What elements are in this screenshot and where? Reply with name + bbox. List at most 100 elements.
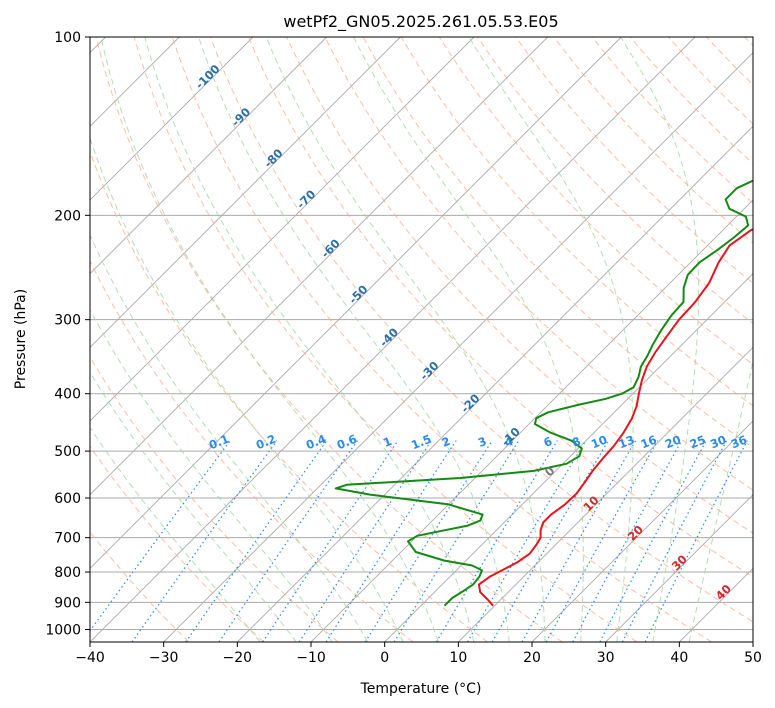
mixing-ratio-line: [298, 440, 432, 642]
mixing-ratio-label: 13: [616, 432, 636, 451]
dry-adiabat: [706, 37, 753, 86]
dry-adiabat: [90, 445, 264, 642]
isotherm-line: [605, 494, 753, 642]
mixing-ratio-line: [644, 440, 748, 642]
mixing-ratio-line: [545, 440, 659, 642]
isotherm-line: [679, 567, 753, 642]
mixing-ratio-line: [131, 440, 278, 642]
isotherm-label: -40: [377, 325, 402, 350]
isotherm-label: -100: [192, 62, 222, 92]
y-tick-label: 100: [54, 30, 81, 46]
isotherm-line: [90, 37, 254, 201]
mixing-ratio-line: [185, 440, 328, 642]
mixing-ratio-label: 25: [688, 432, 708, 451]
chart-title: wetPf2_GN05.2025.261.05.53.E05: [283, 12, 558, 32]
isotherm-line: [458, 346, 753, 642]
mixing-ratio-line: [262, 440, 399, 642]
dry-adiabat: [210, 37, 753, 623]
isotherm-label: -70: [294, 187, 319, 212]
isotherm-line: [90, 37, 622, 569]
mixing-ratio-label: 0.4: [304, 432, 328, 453]
y-tick-label: 400: [54, 387, 81, 403]
x-tick-label: −10: [296, 650, 326, 666]
isotherm-label: 10: [580, 493, 601, 514]
y-tick-label: 900: [54, 595, 81, 611]
isotherm-line: [531, 420, 753, 642]
mixing-ratio-label: 20: [663, 432, 683, 451]
isotherm-label: -60: [318, 236, 343, 261]
gridlines: [90, 37, 753, 642]
mixing-ratio-label: 0.6: [335, 432, 359, 453]
dry-adiabat: [553, 37, 753, 244]
dry-adiabat: [90, 150, 488, 642]
moist-adiabat: [144, 37, 475, 642]
mixing-ratio-label: 2: [440, 434, 453, 450]
x-tick-label: −30: [149, 650, 179, 666]
moist-adiabat: [100, 37, 439, 642]
mixing-ratio-label: 0.2: [254, 432, 278, 453]
moist-adiabat: [265, 37, 546, 642]
mixing-ratio-line: [90, 440, 231, 632]
dry-adiabat: [324, 37, 753, 491]
x-axis-title: Temperature (°C): [360, 681, 482, 697]
x-tick-label: 30: [597, 650, 615, 666]
mixing-ratio-line: [393, 440, 520, 642]
moist-adiabat: [90, 426, 261, 642]
isotherm-label: -30: [417, 358, 442, 383]
moist-adiabat: [468, 37, 634, 642]
dewpoint-line: [334, 179, 753, 607]
moist-adiabat: [688, 358, 753, 642]
mixing-ratio-line: [599, 440, 707, 642]
isotherm-label: -20: [458, 391, 483, 416]
isotherm-line: [752, 641, 753, 642]
mixing-ratio-line: [364, 440, 493, 642]
dry-adiabat: [438, 37, 753, 366]
isotherm-label: -80: [261, 146, 286, 171]
mixing-ratio-label: 8: [570, 434, 583, 450]
dry-adiabat: [668, 37, 753, 125]
mixing-ratio-line: [621, 440, 728, 642]
dry-adiabat: [133, 37, 638, 642]
x-tick-label: 0: [380, 650, 389, 666]
dry-adiabat: [90, 259, 414, 642]
dry-adiabat: [362, 37, 753, 449]
mixing-ratio-label: 16: [639, 432, 659, 451]
mixing-ratio-line: [435, 440, 558, 642]
mixing-ratio-line: [466, 440, 587, 642]
dry-adiabat: [591, 37, 753, 204]
axis-ticks: −40 −30 −20 −10 0 10 20 30 40 5010020030040050060…: [45, 30, 762, 666]
y-tick-label: 800: [54, 565, 81, 581]
isotherm-line: [90, 37, 475, 422]
mixing-ratio-label: 3: [476, 434, 489, 450]
isotherm-line: [90, 37, 696, 642]
temperature-line: [477, 228, 753, 607]
y-tick-label: 500: [54, 444, 81, 460]
x-tick-label: 20: [523, 650, 541, 666]
y-tick-label: 200: [54, 208, 81, 224]
mixing-ratio-label: 30: [708, 432, 728, 451]
isotherm-line: [163, 52, 753, 642]
isotherm-line: [384, 273, 753, 642]
mixing-ratio-line: [218, 440, 358, 642]
dry-adiabat: [90, 356, 339, 642]
isotherm-label: -10: [498, 424, 523, 449]
y-tick-label: 300: [54, 313, 81, 329]
mixing-ratio-label: 36: [729, 432, 749, 451]
isotherm-label: -50: [346, 282, 371, 307]
moist-adiabat: [90, 371, 297, 642]
moist-adiabat: [90, 233, 369, 642]
y-axis-title: Pressure (hPa): [13, 289, 29, 389]
mixing-ratio-label: 0.1: [207, 432, 231, 453]
dry-adiabat: [629, 37, 753, 165]
x-tick-label: 50: [744, 650, 762, 666]
series-layer: [334, 179, 753, 607]
x-tick-label: −20: [223, 650, 253, 666]
y-tick-label: 700: [54, 531, 81, 547]
mixing-ratio-line: [521, 440, 637, 642]
isotherm-label: 40: [713, 582, 734, 603]
mixing-ratio-line: [491, 440, 609, 642]
isotherm-line: [90, 37, 401, 348]
x-tick-label: −40: [75, 650, 105, 666]
moist-adiabat: [90, 136, 404, 642]
x-tick-label: 40: [670, 650, 688, 666]
